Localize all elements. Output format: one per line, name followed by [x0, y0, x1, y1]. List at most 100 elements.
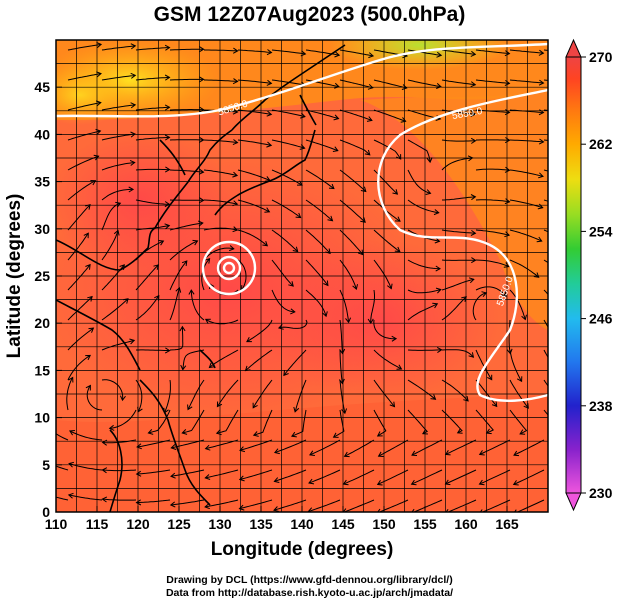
- streamline: [203, 199, 238, 205]
- streamline-arrow: [130, 102, 137, 109]
- streamline-arrow: [470, 50, 477, 57]
- streamline: [169, 109, 204, 111]
- streamline: [271, 289, 295, 313]
- streamline-arrow: [377, 508, 381, 512]
- streamline: [412, 499, 443, 512]
- streamline-arrow: [555, 429, 560, 434]
- streamline-arrow: [238, 475, 245, 482]
- streamline-arrow: [323, 280, 329, 287]
- streamline: [339, 229, 364, 255]
- streamline-arrow: [238, 504, 245, 511]
- x-tick-label: 145: [331, 516, 355, 532]
- x-tick-label: 130: [208, 516, 232, 532]
- streamline-arrow: [137, 406, 143, 413]
- streamline: [204, 79, 238, 82]
- footer-drawing-credit: Drawing by DCL (https://www.gfd-dennou.o…: [166, 574, 453, 586]
- y-tick-label: 35: [34, 174, 50, 190]
- streamline: [445, 469, 477, 485]
- streamline: [407, 409, 429, 435]
- streamline-arrow: [293, 406, 300, 413]
- streamline-arrow: [129, 159, 136, 166]
- streamline-arrow: [87, 295, 93, 302]
- streamline: [509, 169, 544, 177]
- streamline: [344, 439, 375, 457]
- streamline-arrow: [164, 166, 171, 173]
- streamline-arrow: [410, 479, 417, 486]
- streamline: [271, 169, 303, 186]
- streamline: [137, 439, 171, 448]
- y-tick-label: 45: [34, 79, 50, 95]
- streamline-arrow: [170, 444, 177, 450]
- streamline: [101, 339, 135, 351]
- streamline-arrow: [504, 198, 511, 205]
- streamline-arrow: [376, 480, 383, 486]
- streamline-arrow: [533, 272, 540, 278]
- x-tick-label: 165: [495, 516, 519, 532]
- streamline: [66, 377, 74, 411]
- map-title: GSM 12Z07Aug2023 (500.0hPa): [153, 3, 466, 26]
- streamline: [237, 229, 268, 247]
- streamline-arrow: [295, 212, 302, 219]
- streamline-arrow: [299, 144, 306, 150]
- streamline: [203, 169, 238, 176]
- streamline-arrow: [436, 346, 443, 354]
- streamline-arrow: [136, 443, 142, 450]
- streamline-arrow: [232, 226, 239, 233]
- streamline-arrow: [158, 240, 165, 246]
- streamline-arrow: [292, 246, 299, 253]
- streamline-arrow: [513, 450, 520, 457]
- streamline-arrow: [514, 509, 517, 512]
- streamline-arrow: [130, 131, 136, 138]
- streamline: [373, 409, 387, 437]
- streamline-arrow: [164, 223, 171, 230]
- streamline: [339, 199, 366, 223]
- streamline-arrow: [470, 137, 477, 144]
- streamline: [136, 349, 170, 352]
- streamline: [305, 169, 335, 190]
- streamline-arrow: [470, 110, 477, 117]
- streamline-arrow: [96, 71, 102, 78]
- contour-label: 5850.0: [451, 106, 483, 122]
- streamline-arrow: [332, 432, 339, 438]
- streamline: [407, 169, 431, 194]
- streamline-arrow: [246, 336, 252, 343]
- streamline: [135, 168, 170, 171]
- streamline-arrow: [204, 257, 211, 264]
- streamline: [245, 349, 273, 371]
- streamline: [475, 409, 494, 434]
- streamline: [509, 139, 544, 143]
- streamline-arrow: [180, 364, 187, 371]
- streamline-arrow: [252, 402, 258, 409]
- streamline: [86, 385, 103, 411]
- streamline-arrow: [101, 496, 108, 503]
- streamline-arrow: [85, 263, 91, 270]
- streamline-arrow: [199, 46, 205, 53]
- streamline: [135, 225, 170, 231]
- streamline: [305, 229, 331, 254]
- streamline: [237, 169, 271, 181]
- streamline: [509, 109, 544, 113]
- streamline-arrow: [501, 291, 507, 298]
- streamline: [509, 379, 529, 409]
- streamline: [543, 319, 548, 328]
- streamline: [135, 199, 170, 205]
- x-axis-label: Longitude (degrees): [211, 539, 394, 560]
- colorbar-scale: [565, 56, 582, 494]
- streamline-arrow: [308, 478, 315, 485]
- streamline: [509, 349, 523, 382]
- streamline: [252, 379, 273, 409]
- streamline-arrow: [164, 201, 171, 208]
- streamline-arrow: [129, 338, 136, 345]
- streamline-arrow: [232, 47, 239, 54]
- streamline-arrow: [309, 450, 315, 456]
- streamline: [56, 465, 69, 471]
- streamline: [509, 409, 528, 435]
- streamline-arrow: [274, 448, 280, 455]
- streamline-arrow: [433, 209, 440, 216]
- colorbar-top-arrow: [565, 38, 582, 58]
- streamline-arrow: [478, 450, 485, 456]
- streamline-arrow: [538, 172, 544, 179]
- streamline-arrow: [504, 80, 511, 87]
- streamline-arrow: [504, 166, 511, 173]
- streamline: [475, 379, 498, 407]
